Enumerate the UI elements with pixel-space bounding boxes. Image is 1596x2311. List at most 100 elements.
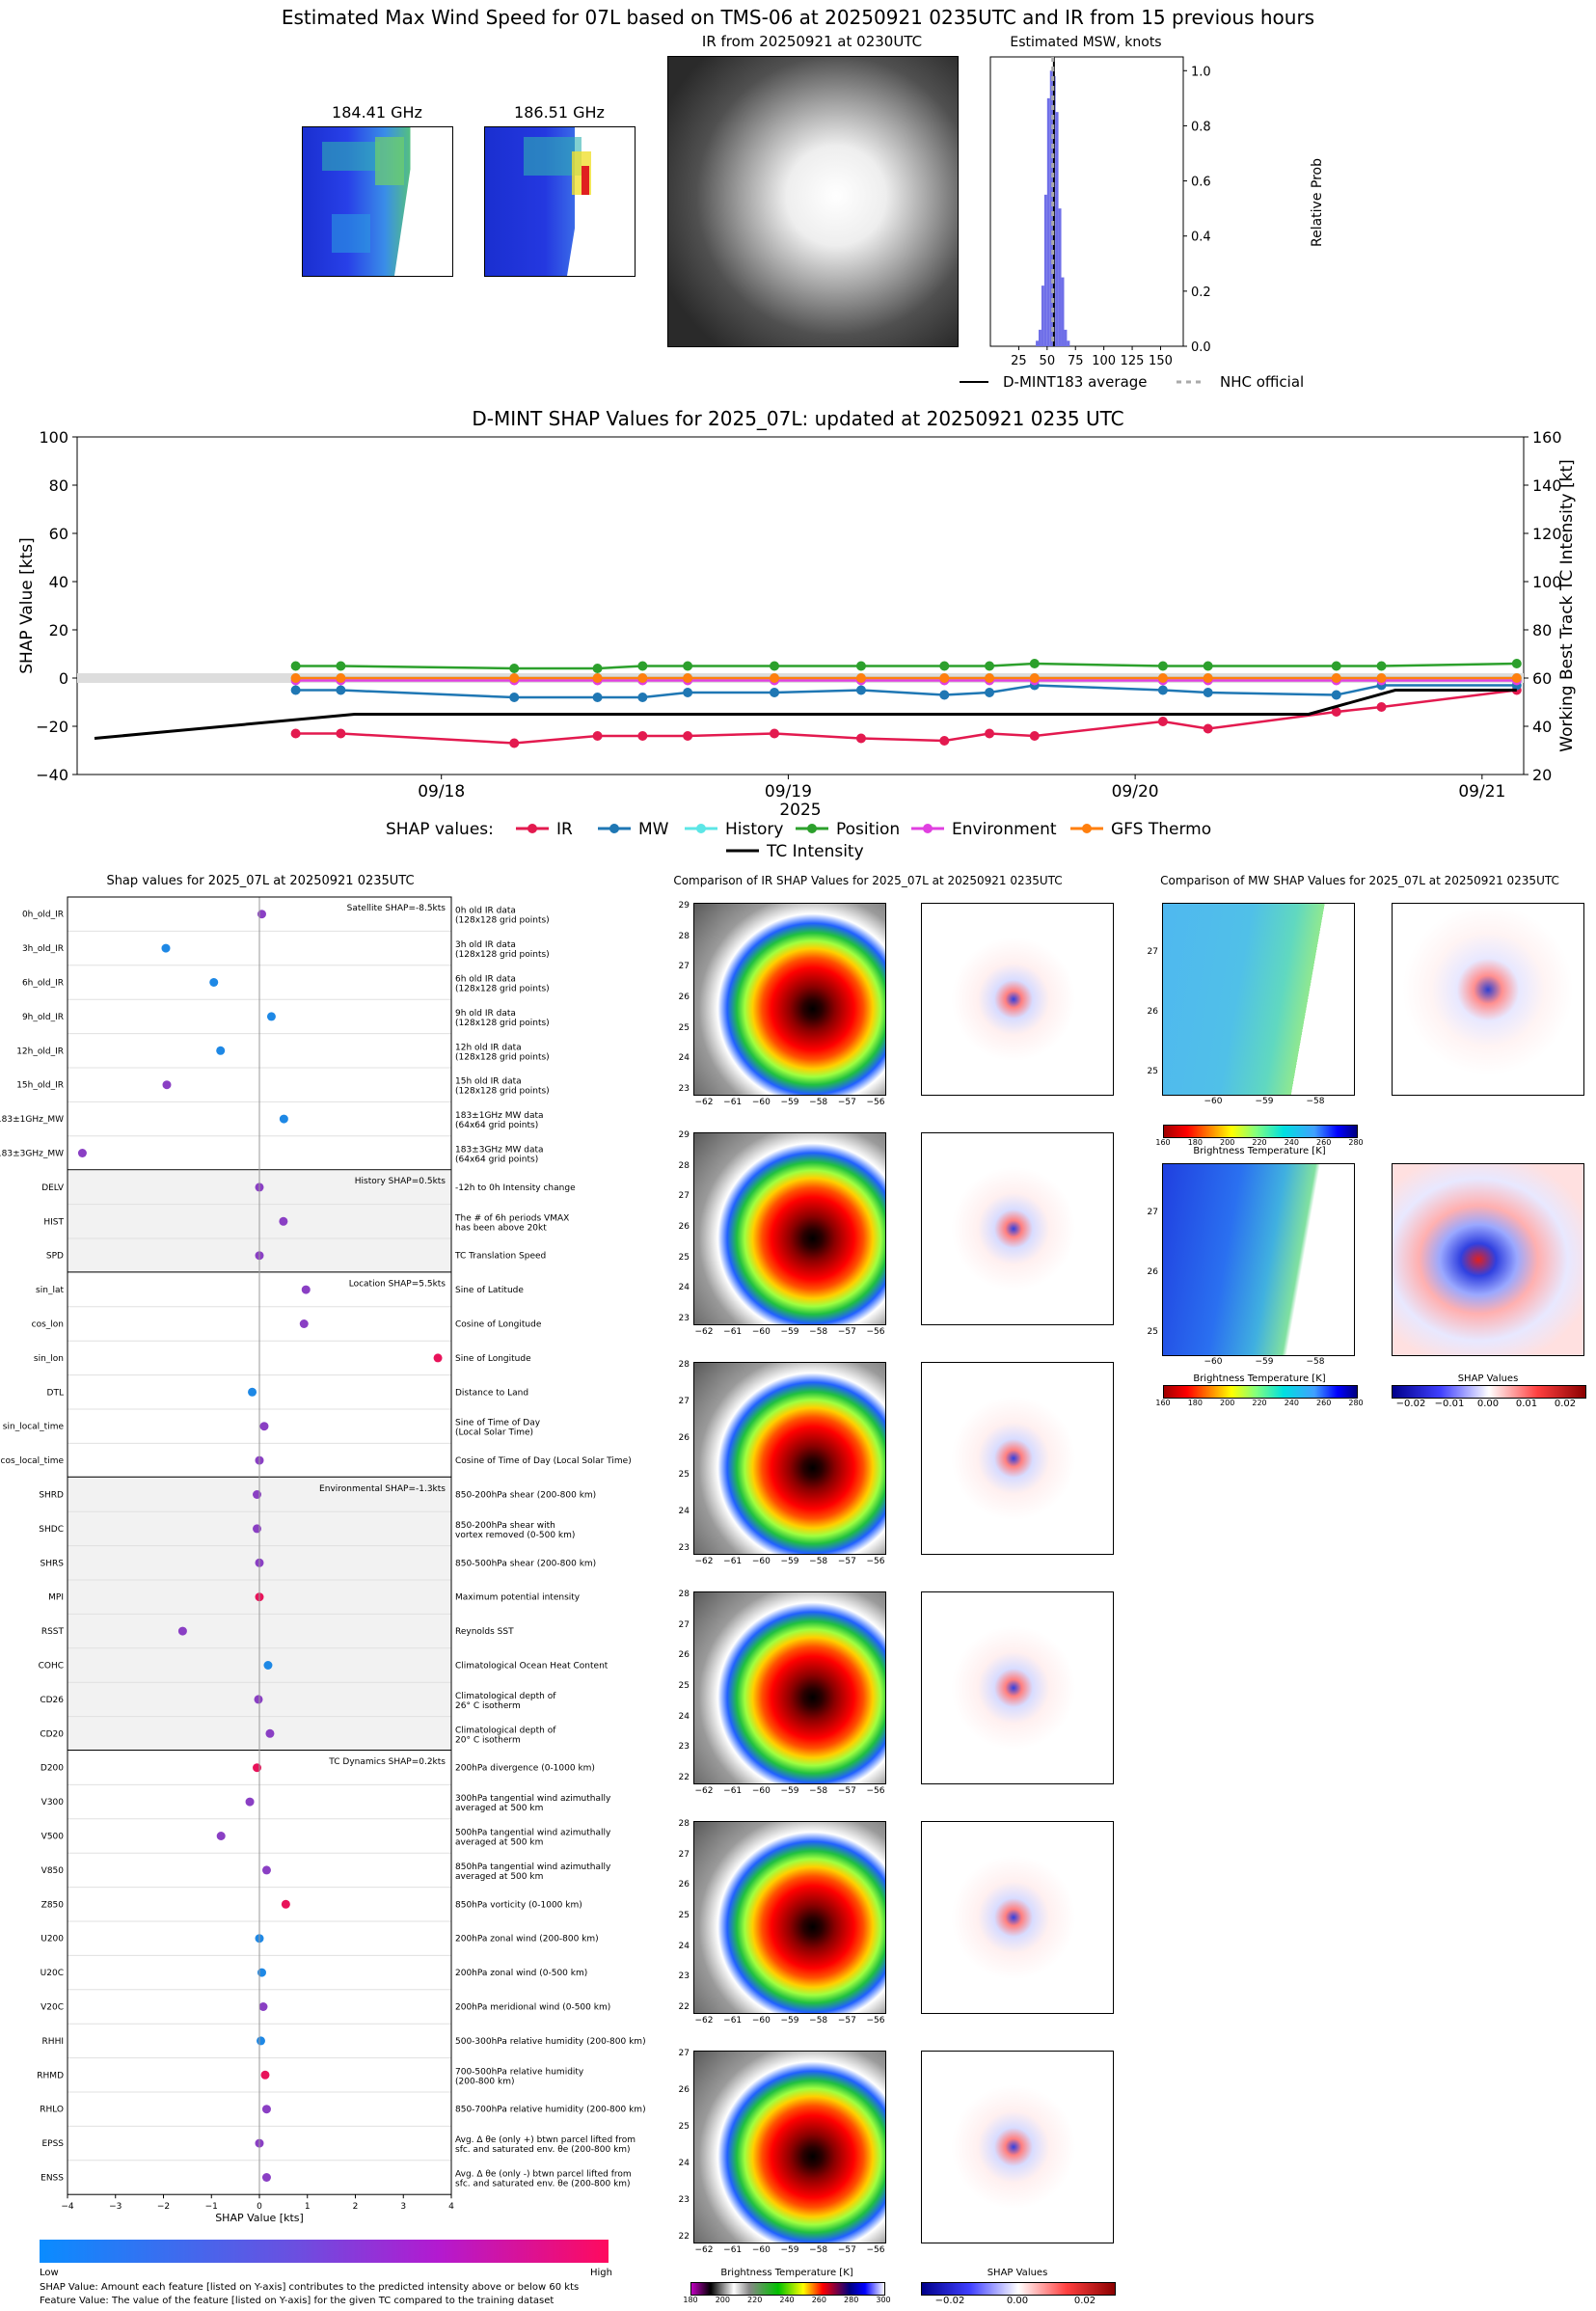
mw-compare-title: Comparison of MW SHAP Values for 2025_07… (1160, 874, 1559, 887)
feature-desc: (128x128 grid points) (455, 985, 550, 994)
feature-shap-point (216, 1832, 226, 1840)
feature-desc: 200hPa zonal wind (0-500 km) (455, 1969, 587, 1978)
ir-xtick: −56 (866, 2016, 885, 2026)
msw-xticks: 25 50 75 100 125 150 (1011, 346, 1173, 368)
feature-desc: 850hPa vorticity (0-1000 km) (455, 1900, 582, 1910)
mw-colorbar-tick: 280 (1348, 1399, 1364, 1407)
feature-desc: (128x128 grid points) (455, 950, 550, 960)
feature-desc: The # of 6h periods VMAX (454, 1213, 569, 1223)
ts-xlabel: 2025 (779, 801, 821, 820)
ts-point (1203, 661, 1213, 671)
ir-ytick: 26 (678, 1880, 690, 1890)
ts-point (592, 673, 603, 683)
feature-shap-point (257, 1968, 266, 1977)
feature-desc: 0h old IR data (455, 907, 516, 916)
feature-shap-point (279, 1216, 288, 1226)
feature-shap-point (256, 2036, 265, 2046)
mw-shap-image (1392, 903, 1584, 1096)
feature-name: CD26 (40, 1696, 64, 1705)
ts-line-ir (295, 689, 1517, 745)
ir-xtick: −62 (694, 1327, 714, 1337)
ir-xtick: −57 (837, 1557, 856, 1566)
ir-ytick: 26 (678, 1222, 690, 1232)
ir-xtick: −59 (780, 1786, 799, 1796)
feature-shap-point (433, 1353, 443, 1363)
ts-ytick-right: 120 (1532, 525, 1562, 543)
ir-xtick: −62 (694, 2016, 714, 2026)
mw-ytick: 27 (1147, 1208, 1158, 1217)
ir-xtick: −60 (751, 1327, 771, 1337)
feature-xtick: −2 (157, 2202, 170, 2212)
mw-colorbar-1 (1163, 1125, 1358, 1138)
ir-ytick: 25 (678, 1681, 690, 1691)
feature-desc: averaged at 500 km (455, 1804, 543, 1813)
mw-shap-colorbar-tick: −0.01 (1434, 1399, 1465, 1409)
feature-name: SHRS (41, 1559, 65, 1568)
ir-shap-image (921, 2051, 1114, 2243)
ts-ytick-left: 20 (49, 621, 68, 639)
feature-name: V20C (41, 2003, 64, 2013)
msw-xtick: 125 (1121, 354, 1145, 368)
feature-desc: Cosine of Longitude (455, 1320, 542, 1330)
feature-name: 9h_old_IR (22, 1013, 64, 1022)
mw-shap-colorbar-tick: −0.02 (1395, 1399, 1426, 1409)
ir-xtick: −58 (809, 1786, 828, 1796)
ts-ytick-right: 60 (1532, 669, 1552, 688)
ir-data-image (693, 2051, 886, 2243)
feature-desc: Reynolds SST (455, 1627, 514, 1637)
ts-point (683, 673, 693, 683)
ir-shap-image (921, 903, 1114, 1096)
ir-xtick: −61 (723, 2016, 743, 2026)
ir-ytick: 23 (678, 1314, 690, 1323)
feature-shap-chart: Satellite SHAP=-8.5kts 0h_old_IR 0h old IR… (0, 896, 646, 2224)
mw-data-image (1162, 903, 1355, 1096)
ir-shap-image (921, 1362, 1114, 1555)
mw-colorbar-tick: 260 (1316, 1399, 1332, 1407)
feature-desc: (128x128 grid points) (455, 1087, 550, 1097)
ir-label: IR from 20250921 at 0230UTC (701, 33, 923, 50)
ir-ytick: 24 (678, 1283, 690, 1293)
mw-colorbar-tick: 260 (1316, 1138, 1332, 1147)
ts-point (336, 728, 346, 739)
ir-colorbar-ticks: 180 200 220 240 260 280 300 (683, 2296, 890, 2307)
feature-desc: Climatological Ocean Heat Content (455, 1662, 609, 1672)
feature-desc: 850-200hPa shear with (455, 1521, 555, 1531)
ir-xtick: −61 (723, 2245, 743, 2255)
ts-point (1511, 673, 1522, 683)
ts-point (1203, 688, 1213, 697)
ts-ytick-left: −40 (36, 766, 68, 784)
ir-ytick: 29 (678, 901, 690, 911)
feature-desc: 500hPa tangential wind azimuthally (455, 1829, 611, 1838)
feature-xtick: 0 (257, 2202, 262, 2212)
ir-xtick: −62 (694, 2245, 714, 2255)
ts-point (1376, 702, 1387, 712)
ir-ytick: 22 (678, 2002, 690, 2012)
feature-desc: vortex removed (0-500 km) (455, 1531, 575, 1540)
ir-data-image (693, 1591, 886, 1784)
feature-name: ENSS (41, 2174, 64, 2184)
mw-colorbar-2-label: Brightness Temperature [K] (1193, 1373, 1326, 1384)
ts-ytick-right: 40 (1532, 718, 1552, 736)
ir-xtick: −62 (694, 1098, 714, 1107)
ts-point (336, 661, 346, 671)
feature-desc: Avg. Δ θe (only -) btwn parcel lifted fr… (455, 2170, 632, 2180)
ts-ytick-right: 160 (1532, 428, 1562, 447)
ts-point (939, 661, 950, 671)
feature-group-label: Location SHAP=5.5kts (349, 1279, 446, 1289)
ts-legend-item: MW (638, 820, 669, 839)
ir-shap-colorbar-tick: 0.00 (1006, 2296, 1029, 2306)
ir-xtick: −60 (751, 1786, 771, 1796)
ir-thumbnail (667, 56, 959, 347)
ir-ytick: 23 (678, 1742, 690, 1753)
feature-name: sin_lat (36, 1286, 64, 1295)
ts-legend-item: Position (836, 820, 900, 839)
feature-desc: Maximum potential intensity (455, 1593, 581, 1603)
feature-shap-point (301, 1285, 311, 1294)
ts-point (637, 693, 648, 702)
feature-shap-point (177, 1626, 187, 1636)
ir-ytick: 27 (678, 1191, 690, 1202)
msw-bar (1039, 329, 1041, 346)
msw-bars (1036, 57, 1070, 347)
feature-name: RSST (41, 1627, 65, 1637)
